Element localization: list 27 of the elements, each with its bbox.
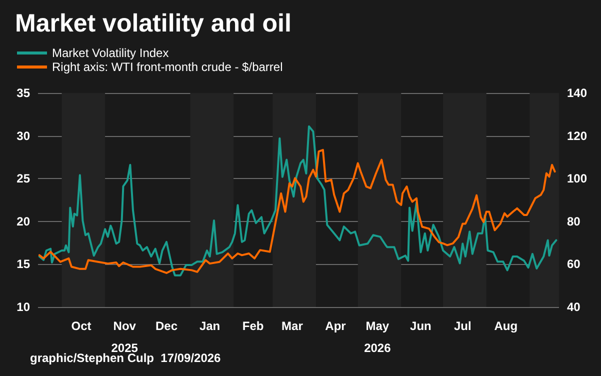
y2-tick-label: 60 — [567, 257, 581, 272]
x-tick-label: Jan — [199, 319, 220, 333]
line-series — [38, 125, 558, 276]
y-tick-label: 10 — [16, 300, 30, 314]
chart-title: Market volatility and oil — [15, 10, 292, 38]
y-tick-label: 25 — [16, 172, 30, 186]
y2-tick-label: 140 — [567, 86, 588, 100]
y2-tick-label: 80 — [567, 214, 581, 228]
y-tick-label: 15 — [16, 257, 30, 272]
x-tick-label: Mar — [282, 319, 304, 333]
x-tick-label: Aug — [494, 319, 518, 333]
y2-tick-label: 120 — [567, 128, 588, 143]
y2-tick-label: 100 — [567, 172, 588, 186]
y-tick-label: 30 — [16, 128, 30, 143]
x-tick-label: Oct — [71, 319, 92, 333]
x-tick-label: Dec — [155, 319, 178, 333]
x-tick-label: May 2026 — [364, 319, 392, 355]
x-tick-label: Jul — [454, 319, 472, 333]
x-tick-label: Apr — [325, 319, 346, 333]
legend-label: Right axis: WTI front-month crude - $/barrel — [52, 60, 283, 74]
x-tick-label: Jun — [410, 319, 432, 333]
line-series — [38, 148, 556, 274]
x-tick-label: Feb — [242, 319, 264, 333]
y-tick-label: 20 — [16, 214, 30, 228]
y2-tick-label: 40 — [567, 300, 581, 314]
legend-label: Market Volatility Index — [52, 46, 169, 60]
y-tick-label: 35 — [16, 86, 30, 100]
